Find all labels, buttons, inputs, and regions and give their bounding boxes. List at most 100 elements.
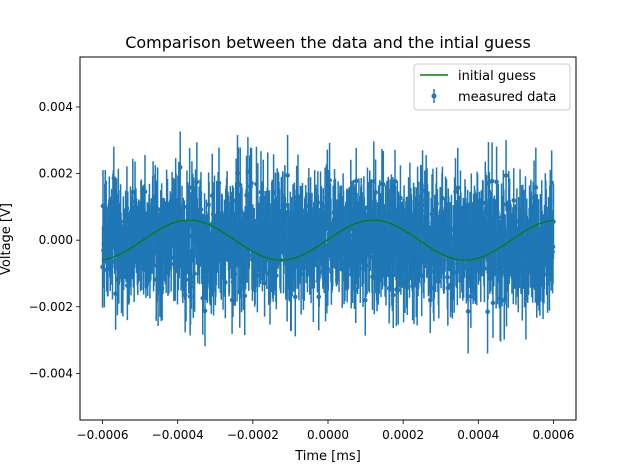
measured-data-point — [396, 230, 402, 235]
measured-data-point — [487, 205, 492, 211]
measured-data-point — [230, 279, 236, 285]
measured-data-point — [248, 224, 254, 230]
measured-data-point — [519, 257, 525, 263]
measured-data-point — [268, 233, 274, 239]
measured-data-point — [481, 242, 486, 248]
measured-data-point — [159, 220, 164, 225]
measured-data-point — [445, 274, 450, 280]
measured-data-point — [211, 272, 216, 278]
measured-data-point — [546, 230, 551, 236]
measured-data-point — [237, 226, 242, 231]
measured-data-point — [357, 227, 362, 232]
measured-data-point — [357, 236, 363, 242]
measured-data-point — [281, 237, 287, 242]
chart-title: Comparison between the data and the inti… — [125, 33, 531, 52]
measured-data-point — [523, 211, 528, 217]
measured-data-point — [539, 217, 545, 223]
measured-data-point — [414, 283, 420, 289]
measured-data-point — [404, 276, 410, 282]
measured-data-point — [278, 247, 283, 253]
measured-data-point — [454, 243, 459, 249]
measured-data-point — [436, 279, 442, 284]
measured-data-point — [390, 292, 396, 298]
measured-data-point — [412, 242, 417, 247]
measured-data-point — [143, 257, 149, 263]
measured-data-point — [174, 236, 179, 241]
measured-data-point — [108, 225, 113, 231]
measured-data-point — [423, 208, 429, 214]
measured-data-point — [107, 212, 112, 218]
measured-data-point — [390, 272, 395, 277]
x-tick-label: 0.0000 — [307, 428, 349, 442]
measured-data-point — [298, 235, 303, 241]
measured-data-point — [315, 200, 321, 205]
measured-data-point — [114, 229, 120, 234]
measured-data-point — [547, 199, 553, 204]
measured-data-point — [139, 250, 145, 255]
measured-data-point — [339, 216, 344, 222]
measured-data-point — [514, 239, 519, 244]
measured-data-point — [426, 227, 432, 232]
measured-data-point — [348, 272, 354, 277]
measured-data-point — [246, 232, 252, 237]
measured-data-point — [179, 221, 185, 227]
measured-data-point — [209, 193, 215, 198]
measured-data-point — [316, 269, 322, 274]
measured-data-point — [259, 218, 264, 224]
measured-data-point — [112, 232, 118, 238]
measured-data-point — [440, 238, 446, 243]
measured-data-point — [223, 280, 228, 285]
measured-data-point — [333, 213, 338, 218]
measured-data-point — [145, 254, 150, 260]
x-tick-label: 0.0006 — [532, 428, 574, 442]
measured-data-point — [159, 285, 165, 291]
measured-data-point — [412, 219, 418, 224]
measured-data-point — [215, 232, 220, 237]
measured-data-point — [549, 180, 554, 185]
measured-data-point — [203, 259, 209, 265]
measured-data-point — [247, 192, 252, 197]
measured-data-point — [149, 236, 155, 242]
measured-data-point — [360, 266, 366, 271]
measured-data-point — [264, 242, 269, 247]
measured-data-point — [495, 232, 501, 238]
measured-data-point — [164, 200, 169, 206]
measured-data-point — [209, 280, 214, 285]
measured-data-point — [219, 234, 225, 240]
measured-data-point — [132, 199, 138, 205]
measured-data-point — [232, 271, 237, 277]
measured-data-point — [355, 256, 360, 261]
measured-data-point — [517, 206, 523, 212]
measured-data-point — [323, 226, 329, 232]
measured-data-point — [362, 227, 367, 233]
measured-data-point — [401, 217, 407, 222]
measured-data-point — [394, 258, 400, 263]
measured-data-point — [218, 252, 224, 257]
measured-data-point — [282, 202, 288, 208]
measured-data-point — [250, 234, 256, 240]
measured-data-point — [485, 309, 490, 315]
measured-data-point — [417, 245, 422, 251]
measured-data-point — [427, 297, 433, 303]
measured-data-point — [214, 221, 220, 226]
measured-data-point — [251, 240, 257, 245]
measured-data-point — [311, 278, 316, 284]
measured-data-point — [461, 261, 466, 267]
measured-data-point — [309, 225, 315, 231]
measured-data-point — [360, 222, 365, 227]
measured-data-point — [509, 255, 515, 261]
measured-data-point — [515, 272, 521, 278]
measured-data-point — [374, 274, 380, 280]
measured-data-point — [137, 236, 142, 241]
measured-data-point — [102, 205, 108, 210]
measured-data-point — [300, 255, 306, 260]
measured-data-point — [168, 255, 174, 260]
measured-data-point — [439, 242, 444, 248]
measured-data-point — [380, 182, 386, 187]
measured-data-point — [324, 195, 329, 201]
measured-data-point — [320, 219, 326, 224]
measured-data-point — [366, 249, 372, 255]
measured-data-point — [174, 232, 180, 238]
measured-data-point — [298, 271, 304, 277]
